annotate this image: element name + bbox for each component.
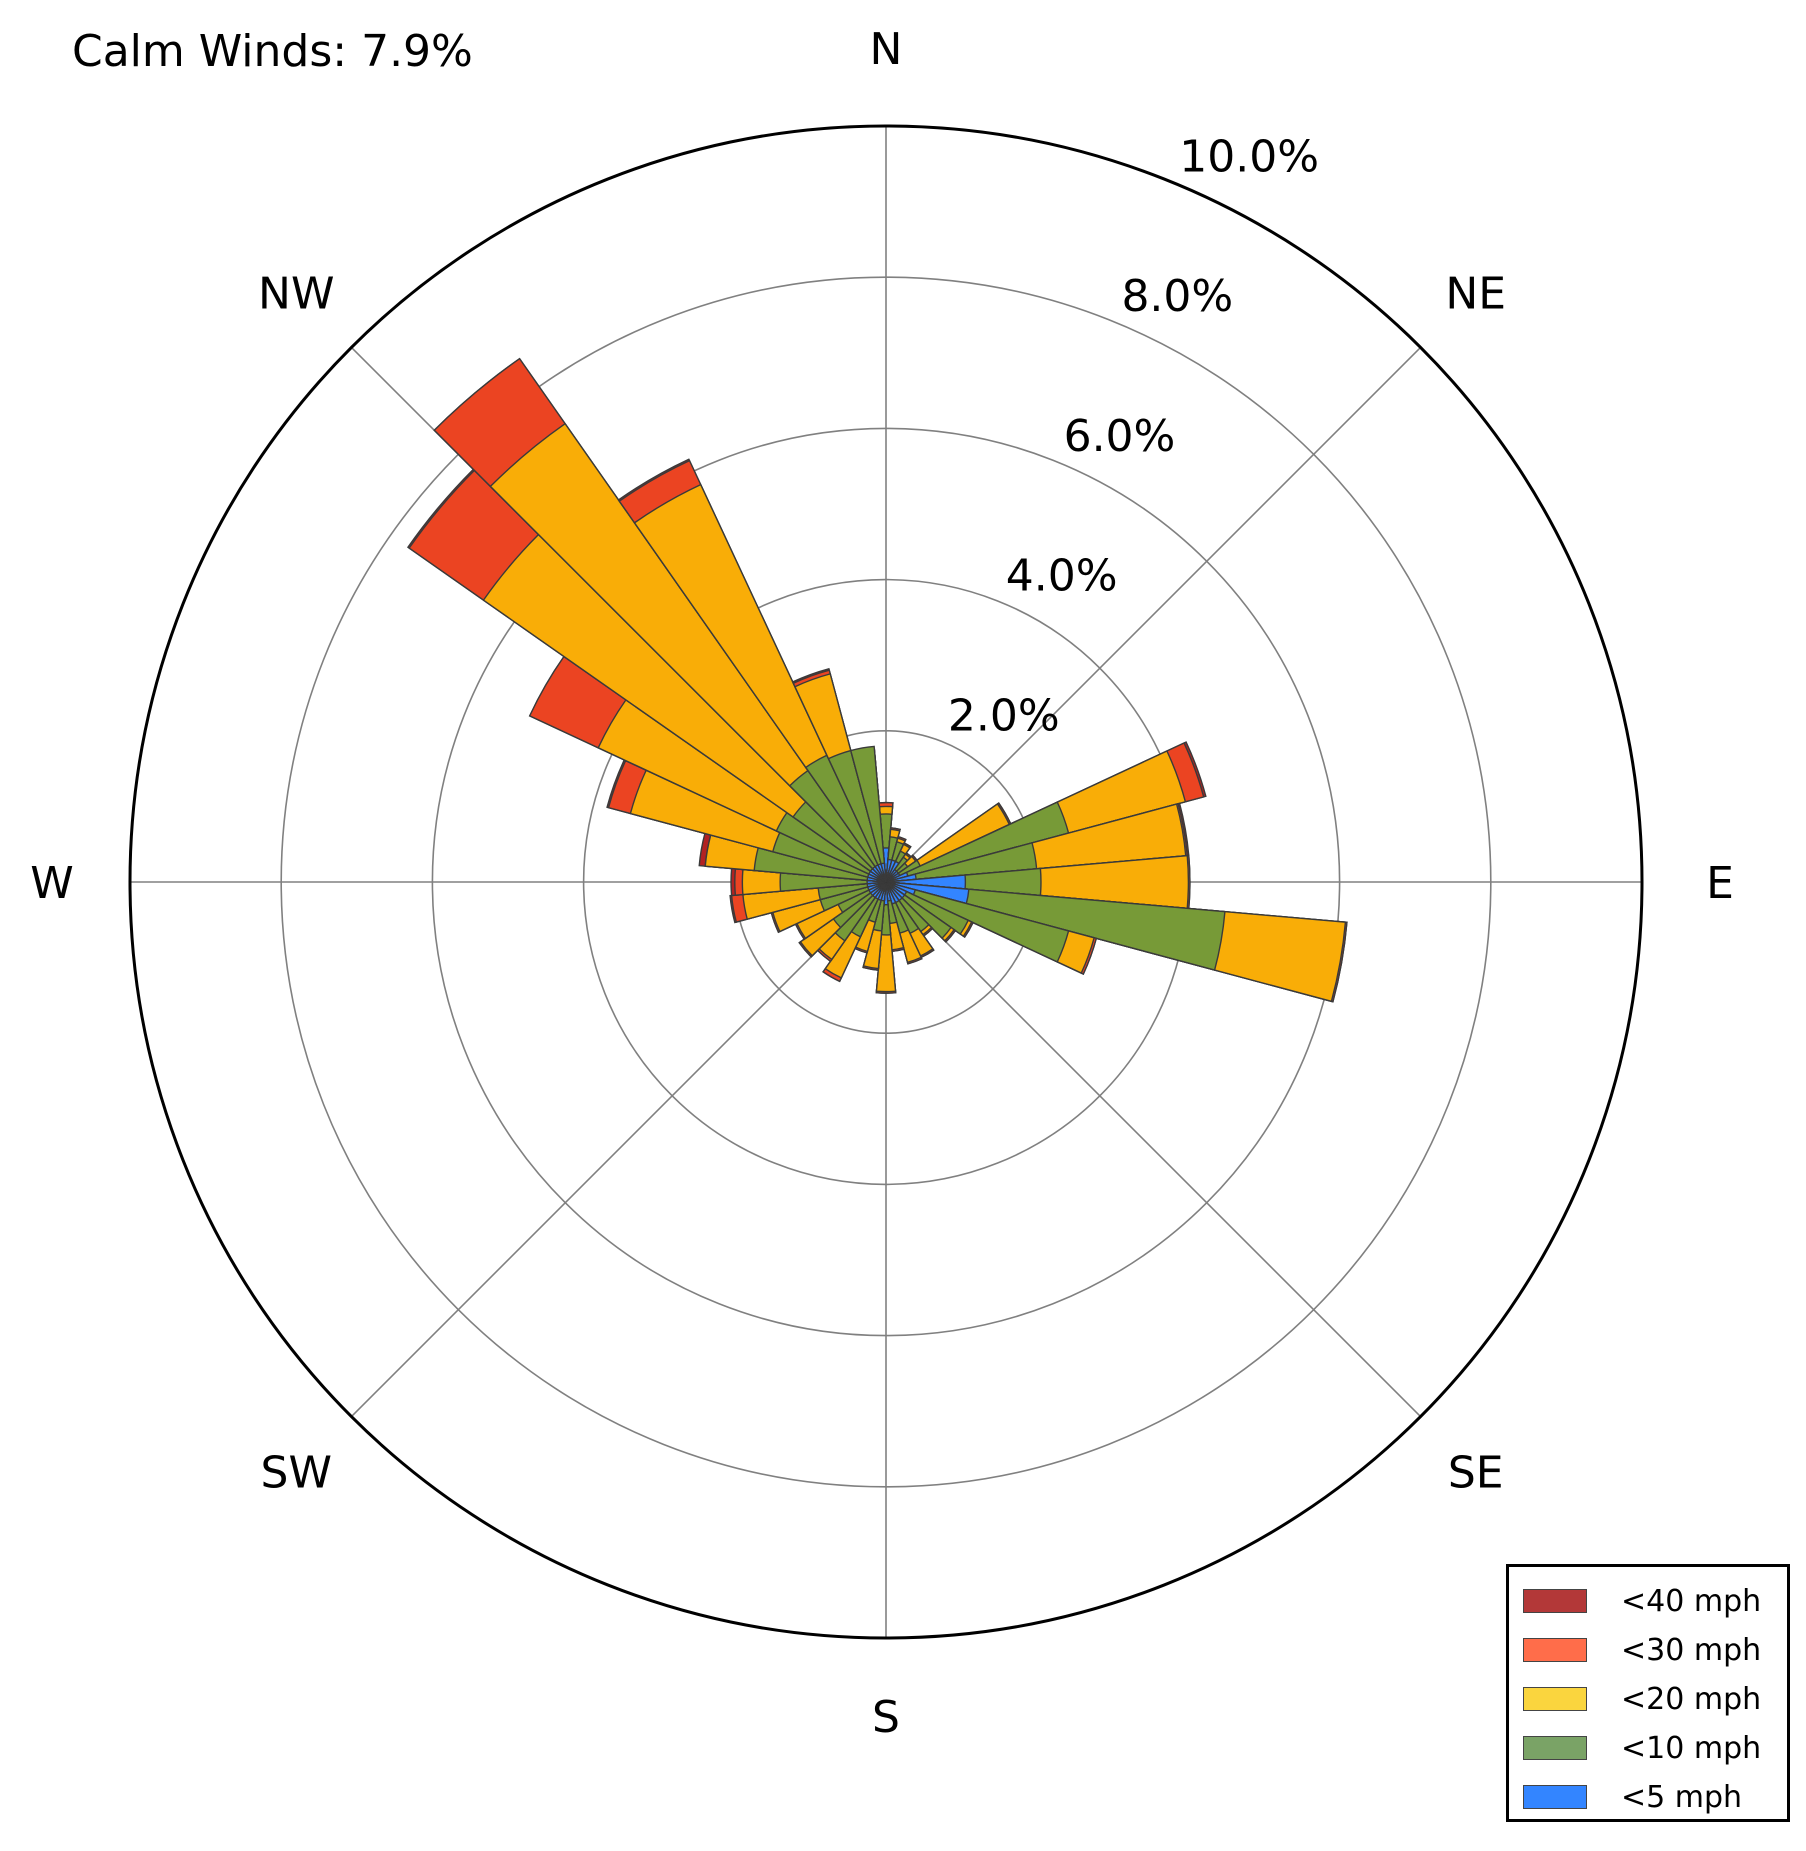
legend-item-20mph: <20 mph bbox=[1519, 1679, 1779, 1719]
legend-label: <40 mph bbox=[1621, 1584, 1762, 1619]
direction-label: NE bbox=[1445, 268, 1506, 319]
legend-item-40mph: <40 mph bbox=[1519, 1581, 1779, 1621]
wind-bar bbox=[885, 881, 1070, 963]
polar-grid bbox=[130, 126, 1642, 1638]
direction-label: E bbox=[1706, 858, 1734, 909]
wind-sectors bbox=[406, 357, 1348, 1003]
legend-swatch bbox=[1523, 1785, 1587, 1809]
calm-winds-label: Calm Winds: 7.9% bbox=[72, 26, 473, 77]
legend-item-30mph: <30 mph bbox=[1519, 1630, 1779, 1670]
legend-label: <20 mph bbox=[1621, 1682, 1762, 1717]
wind-bar bbox=[885, 881, 970, 936]
radial-tick-label: 2.0% bbox=[948, 690, 1060, 741]
legend-label: <10 mph bbox=[1621, 1731, 1762, 1766]
direction-labels: N NE E SE S SW W NW bbox=[30, 24, 1734, 1743]
grid-spoke bbox=[885, 346, 1422, 883]
legend-swatch bbox=[1523, 1736, 1587, 1760]
legend-item-10mph: <10 mph bbox=[1519, 1728, 1779, 1768]
outer-ring bbox=[128, 124, 1644, 1640]
legend-swatch bbox=[1523, 1687, 1587, 1711]
direction-label: W bbox=[30, 858, 74, 909]
direction-label: SE bbox=[1448, 1448, 1504, 1499]
grid-spoke bbox=[350, 881, 887, 1418]
wind-bar bbox=[880, 862, 887, 883]
radial-tick-label: 4.0% bbox=[1006, 551, 1118, 602]
legend: <40 mph <30 mph <20 mph <10 mph <5 mph bbox=[1506, 1564, 1790, 1822]
radial-tick-labels: 2.0% 4.0% 6.0% 8.0% 10.0% bbox=[948, 132, 1319, 742]
outer-circle bbox=[128, 124, 1644, 1640]
legend-item-5mph: <5 mph bbox=[1519, 1777, 1779, 1817]
legend-label: <5 mph bbox=[1621, 1780, 1743, 1815]
grid-spoke bbox=[885, 881, 1422, 1418]
radial-tick-label: 10.0% bbox=[1179, 132, 1319, 183]
legend-label: <30 mph bbox=[1621, 1633, 1762, 1668]
direction-label: NW bbox=[258, 268, 334, 319]
radial-tick-label: 8.0% bbox=[1121, 271, 1233, 322]
wind-bar bbox=[489, 422, 887, 883]
wind-bar bbox=[875, 881, 897, 993]
radial-tick-label: 6.0% bbox=[1064, 411, 1176, 462]
wind-bar bbox=[849, 745, 887, 883]
direction-label: N bbox=[870, 24, 903, 75]
legend-swatch bbox=[1523, 1589, 1587, 1613]
legend-swatch bbox=[1523, 1638, 1587, 1662]
direction-label: S bbox=[872, 1692, 900, 1743]
direction-label: SW bbox=[261, 1448, 332, 1499]
